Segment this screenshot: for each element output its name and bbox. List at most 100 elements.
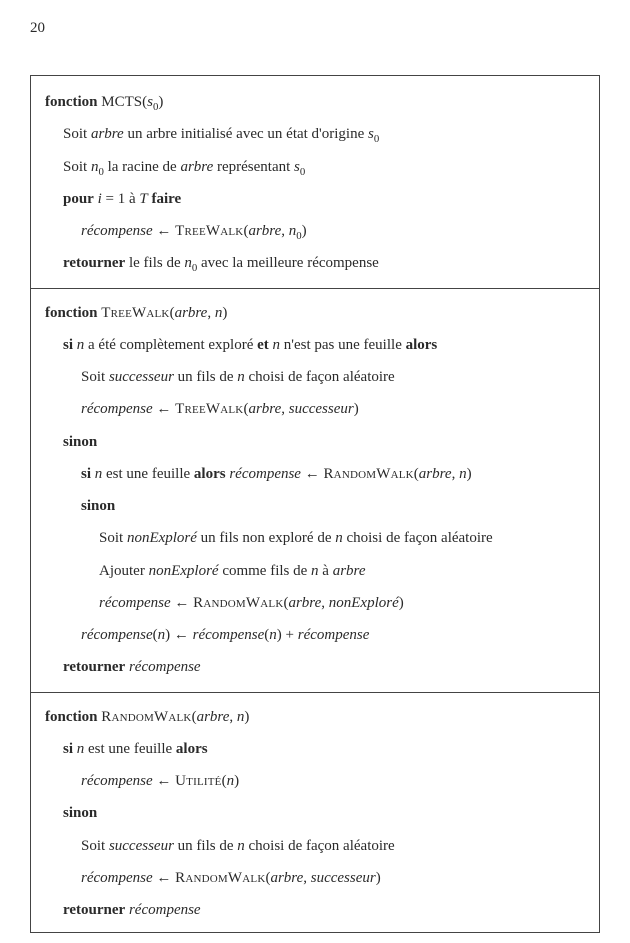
rp: ) xyxy=(302,223,307,239)
tw-line-4: sinon xyxy=(45,426,585,458)
tw-line-3: récompense ← TreeWalk(arbre, successeur) xyxy=(45,393,585,425)
text: le fils de xyxy=(125,255,184,271)
var-nonexplore: nonExploré xyxy=(329,595,399,611)
rw-line-1: si n est une feuille alors xyxy=(45,733,585,765)
tw-line-6: sinon xyxy=(45,490,585,522)
rw-line-4: Soit successeur un fils de n choisi de f… xyxy=(45,830,585,862)
mcts-line-3: pour i = 1 à T faire xyxy=(45,183,585,215)
var-arbre: arbre xyxy=(248,401,281,417)
text: la racine de xyxy=(104,159,181,175)
rp: ) xyxy=(244,709,249,725)
kw-sinon: sinon xyxy=(63,434,97,450)
kw-si: si xyxy=(63,741,73,757)
fn-treewalk: TreeWalk xyxy=(101,305,169,321)
fn-utilite: Utilité xyxy=(175,773,221,789)
rp: ) xyxy=(158,94,163,110)
var-recompense: récompense xyxy=(129,902,201,918)
mcts-line-5: retourner le fils de n0 avec la meilleur… xyxy=(45,247,585,279)
tw-line-7: Soit nonExploré un fils non exploré de n… xyxy=(45,522,585,554)
comma: , xyxy=(207,305,215,321)
mcts-line-4: récompense ← TreeWalk(arbre, n0) xyxy=(45,215,585,247)
assign: ← xyxy=(153,401,176,417)
text: Soit xyxy=(81,838,109,854)
fn-treewalk: TreeWalk xyxy=(175,223,243,239)
rp: ) xyxy=(234,773,239,789)
treewalk-header: fonction TreeWalk(arbre, n) xyxy=(45,297,585,329)
var-recompense: récompense xyxy=(193,627,265,643)
text: à xyxy=(319,563,333,579)
text: un fils de xyxy=(174,369,237,385)
text: est une feuille xyxy=(102,466,194,482)
text: comme fils de xyxy=(219,563,311,579)
text: est une feuille xyxy=(84,741,176,757)
kw-alors: alors xyxy=(406,337,438,353)
text: un fils non exploré de xyxy=(197,530,335,546)
rp: ) xyxy=(354,401,359,417)
kw-si: si xyxy=(81,466,91,482)
rp: ) xyxy=(222,305,227,321)
kw-et: et xyxy=(257,337,269,353)
assign: ← xyxy=(171,595,194,611)
text: Ajouter xyxy=(99,563,149,579)
page-number: 20 xyxy=(30,20,600,37)
rw-line-5: récompense ← RandomWalk(arbre, successeu… xyxy=(45,862,585,894)
var-recompense: récompense xyxy=(298,627,370,643)
var-recompense: récompense xyxy=(81,773,153,789)
var-n: n xyxy=(237,838,245,854)
kw-alors: alors xyxy=(176,741,208,757)
var-recompense: récompense xyxy=(129,659,201,675)
var-arbre: arbre xyxy=(197,709,230,725)
text: Soit xyxy=(63,126,91,142)
mcts-line-2: Soit n0 la racine de arbre représentant … xyxy=(45,151,585,183)
var-recompense: récompense xyxy=(99,595,171,611)
var-n: n xyxy=(237,369,245,385)
var-s0-sub: 0 xyxy=(300,166,305,178)
plus: + xyxy=(282,627,298,643)
var-n: n xyxy=(335,530,343,546)
var-arbre: arbre xyxy=(248,223,281,239)
text: représentant xyxy=(213,159,294,175)
kw-pour: pour xyxy=(63,191,94,207)
comma: , xyxy=(452,466,460,482)
tw-line-2: Soit successeur un fils de n choisi de f… xyxy=(45,361,585,393)
text: un fils de xyxy=(174,838,237,854)
var-recompense: récompense xyxy=(229,466,301,482)
var-n: n xyxy=(227,773,235,789)
assign: ← xyxy=(153,773,176,789)
comma: , xyxy=(303,870,311,886)
var-T: T xyxy=(139,191,147,207)
tw-line-11: retourner récompense xyxy=(45,651,585,683)
kw-sinon: sinon xyxy=(63,805,97,821)
kw-retourner: retourner xyxy=(63,255,125,271)
comma: , xyxy=(321,595,329,611)
rp: ) xyxy=(399,595,404,611)
algorithm-box: fonction MCTS(s0) Soit arbre un arbre in… xyxy=(30,75,600,933)
fn-randomwalk: RandomWalk xyxy=(193,595,283,611)
var-arbre: arbre xyxy=(270,870,303,886)
kw-sinon: sinon xyxy=(81,498,115,514)
assign: ← xyxy=(153,223,176,239)
mcts-header: fonction MCTS(s0) xyxy=(45,86,585,118)
rp: ) xyxy=(376,870,381,886)
tw-line-10: récompense(n) ← récompense(n) + récompen… xyxy=(45,619,585,651)
text: a été complètement exploré xyxy=(84,337,257,353)
divider xyxy=(31,692,599,693)
text: = 1 à xyxy=(102,191,140,207)
kw-retourner: retourner xyxy=(63,902,125,918)
var-n: n xyxy=(459,466,467,482)
assign: ← xyxy=(153,870,176,886)
text: un arbre initialisé avec un état d'origi… xyxy=(124,126,368,142)
var-successeur: successeur xyxy=(109,369,174,385)
kw-fonction: fonction xyxy=(45,709,98,725)
var-arbre: arbre xyxy=(91,126,124,142)
text: Soit xyxy=(63,159,91,175)
var-n0-base: n xyxy=(184,255,192,271)
text: Soit xyxy=(81,369,109,385)
rp: ) xyxy=(467,466,472,482)
assign: ← xyxy=(301,466,324,482)
var-successeur: successeur xyxy=(289,401,354,417)
randomwalk-header: fonction RandomWalk(arbre, n) xyxy=(45,701,585,733)
mcts-line-1: Soit arbre un arbre initialisé avec un é… xyxy=(45,118,585,150)
var-recompense: récompense xyxy=(81,401,153,417)
rw-line-2: récompense ← Utilité(n) xyxy=(45,765,585,797)
